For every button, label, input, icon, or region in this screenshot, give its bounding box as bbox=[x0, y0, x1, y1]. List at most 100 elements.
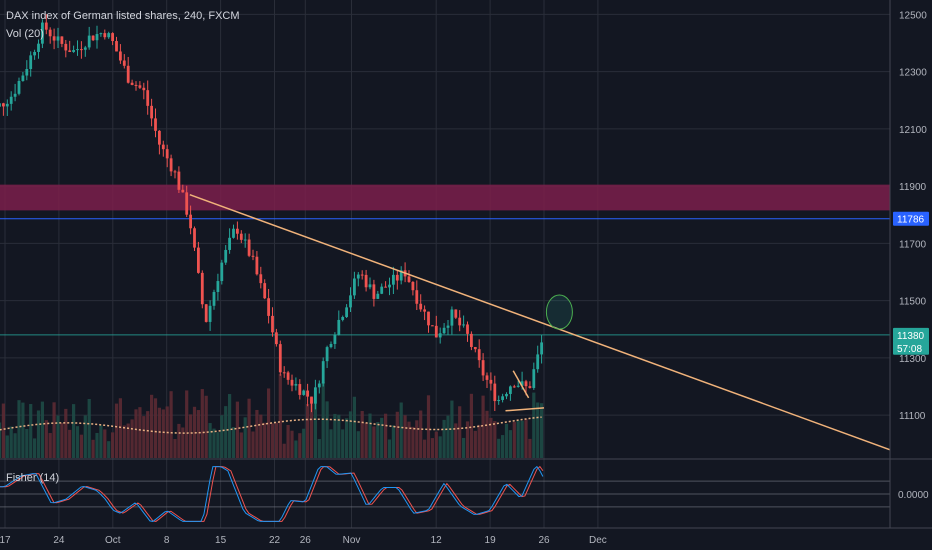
y-tick-label: 12500 bbox=[899, 10, 927, 21]
candle-body bbox=[122, 60, 126, 66]
candle-body bbox=[434, 325, 438, 338]
candle-body bbox=[282, 372, 286, 374]
candle-body bbox=[388, 284, 391, 288]
volume-bar bbox=[454, 423, 458, 458]
volume-bar bbox=[251, 431, 255, 458]
candle-body bbox=[119, 51, 122, 61]
candle-body bbox=[150, 105, 153, 119]
candle-body bbox=[5, 103, 9, 107]
volume-bar bbox=[21, 402, 25, 458]
volume-bar bbox=[118, 398, 122, 458]
volume-label: Vol (20) bbox=[6, 28, 44, 40]
fisher-line bbox=[0, 465, 544, 522]
volume-bar bbox=[376, 422, 380, 458]
candle-body bbox=[368, 284, 372, 288]
volume-bar bbox=[196, 410, 200, 458]
candle-body bbox=[290, 379, 294, 386]
candle-body bbox=[239, 233, 243, 240]
candle-body bbox=[212, 291, 216, 306]
candle-body bbox=[99, 33, 103, 35]
candle-body bbox=[41, 22, 44, 44]
candle-body bbox=[275, 332, 278, 345]
x-tick-label: 26 bbox=[300, 535, 312, 546]
volume-bar bbox=[430, 438, 434, 458]
candle-body bbox=[271, 315, 274, 333]
y-tick-label: 11500 bbox=[899, 297, 927, 308]
volume-bar bbox=[220, 415, 224, 458]
volume-bar bbox=[56, 415, 60, 458]
candle-body bbox=[25, 68, 29, 76]
volume-bar bbox=[493, 421, 497, 458]
volume-bar bbox=[532, 392, 536, 458]
volume-bar bbox=[489, 417, 493, 458]
candle-body bbox=[200, 272, 204, 305]
candle-body bbox=[9, 96, 13, 104]
volume-bar bbox=[485, 410, 489, 458]
volume-bar bbox=[403, 415, 407, 458]
y-tick-label: 12300 bbox=[899, 68, 927, 79]
candle-body bbox=[528, 386, 532, 388]
candle-body bbox=[466, 324, 469, 334]
candle-body bbox=[29, 55, 33, 69]
candle-body bbox=[83, 47, 87, 50]
candle-body bbox=[115, 41, 118, 52]
candle-body bbox=[337, 319, 341, 335]
candle-body bbox=[52, 36, 56, 41]
volume-bar bbox=[157, 407, 161, 458]
candle-body bbox=[454, 309, 458, 318]
candle-body bbox=[423, 309, 426, 312]
candle-body bbox=[134, 84, 138, 86]
candle-body bbox=[107, 33, 111, 38]
price-tag-bg bbox=[893, 340, 929, 355]
drawing-layer bbox=[189, 193, 891, 451]
candle-body bbox=[259, 274, 263, 284]
candle-body bbox=[64, 43, 68, 51]
volume-bar bbox=[87, 399, 91, 458]
volume-bar bbox=[309, 398, 314, 458]
resistance-zone-layer bbox=[0, 184, 890, 336]
price-tag-label: 57:08 bbox=[897, 344, 922, 355]
candle-layer bbox=[0, 14, 543, 413]
volume-bar bbox=[114, 403, 119, 458]
volume-bar bbox=[446, 415, 450, 458]
volume-ma-line bbox=[0, 416, 542, 434]
candle-body bbox=[33, 51, 36, 56]
candle-body bbox=[197, 247, 200, 273]
candle-body bbox=[111, 33, 114, 42]
volume-bar bbox=[497, 438, 501, 458]
volume-bar bbox=[512, 421, 516, 458]
candle-body bbox=[473, 346, 477, 350]
volume-bar bbox=[465, 421, 470, 458]
volume-bar bbox=[75, 426, 80, 458]
volume-bar bbox=[9, 426, 13, 458]
candle-body bbox=[392, 274, 395, 285]
volume-bar bbox=[372, 426, 376, 458]
triangle-upper-line bbox=[512, 370, 530, 399]
candle-body bbox=[395, 274, 399, 281]
candle-body bbox=[536, 354, 540, 370]
candle-body bbox=[501, 396, 504, 400]
volume-bar bbox=[508, 430, 512, 458]
volume-bar bbox=[341, 429, 345, 458]
candle-body bbox=[329, 343, 333, 348]
candle-body bbox=[427, 311, 430, 326]
volume-bar bbox=[536, 402, 540, 458]
volume-bar bbox=[122, 425, 126, 458]
volume-bar bbox=[540, 403, 544, 458]
candle-body bbox=[247, 239, 251, 256]
candle-body bbox=[142, 87, 146, 91]
candle-body bbox=[415, 290, 419, 304]
volume-bar bbox=[60, 422, 64, 458]
candle-body bbox=[341, 316, 345, 320]
candle-body bbox=[165, 149, 169, 159]
volume-bar bbox=[79, 434, 83, 458]
volume-bar bbox=[411, 426, 415, 458]
volume-bar bbox=[169, 391, 173, 458]
volume-bar bbox=[13, 433, 17, 458]
candle-body bbox=[204, 304, 208, 322]
price-tag-label: 11380 bbox=[897, 331, 925, 342]
candle-body bbox=[317, 383, 321, 388]
candle-body bbox=[458, 317, 462, 326]
candle-body bbox=[364, 274, 368, 288]
